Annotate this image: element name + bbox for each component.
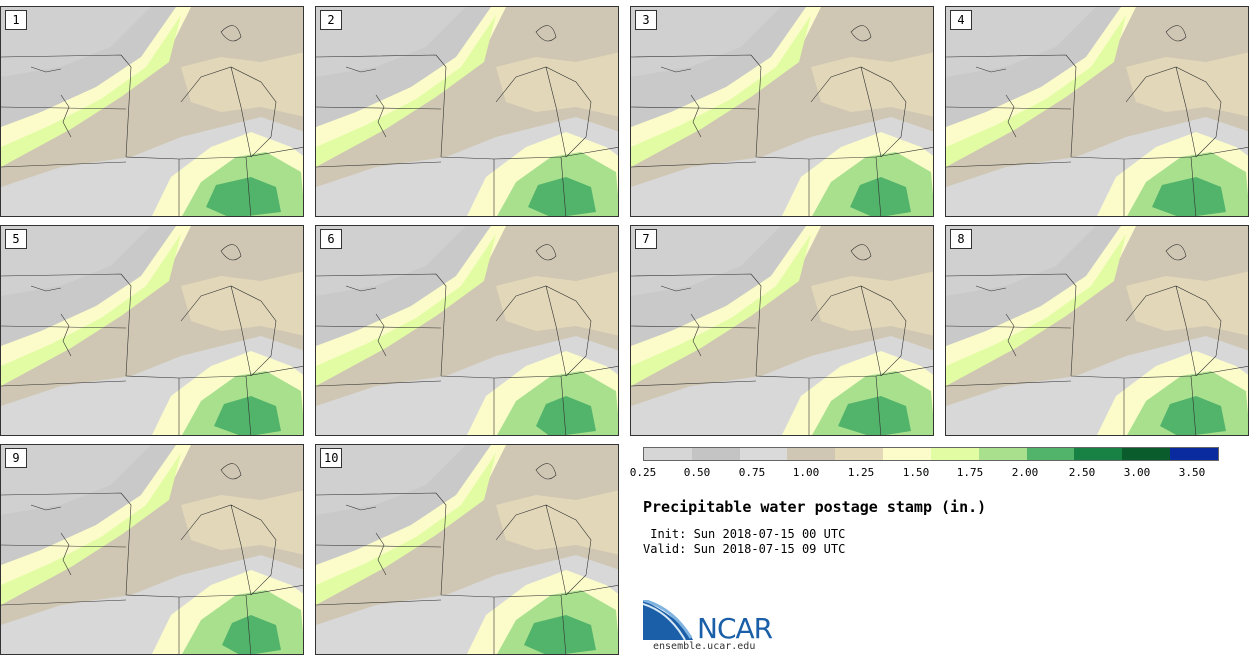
logo-text: NCAR bbox=[697, 612, 773, 645]
init-time: Init: Sun 2018-07-15 00 UTC bbox=[643, 527, 846, 541]
valid-time: Valid: Sun 2018-07-15 09 UTC bbox=[643, 542, 846, 556]
member-label: 8 bbox=[950, 229, 972, 249]
legend-tick-label: 0.75 bbox=[738, 466, 766, 479]
legend-swatch bbox=[691, 448, 740, 460]
pw-map bbox=[1, 7, 303, 216]
legend-swatch bbox=[835, 448, 884, 460]
legend-swatch bbox=[883, 448, 931, 460]
ensemble-member-panel: 9 bbox=[0, 444, 304, 655]
pw-map bbox=[1, 226, 303, 435]
member-label: 2 bbox=[320, 10, 342, 30]
legend-swatch bbox=[644, 448, 692, 460]
ensemble-member-panel: 5 bbox=[0, 225, 304, 436]
ensemble-member-panel: 1 bbox=[0, 6, 304, 217]
legend-swatch bbox=[739, 448, 788, 460]
pw-map bbox=[946, 7, 1248, 216]
member-label: 5 bbox=[5, 229, 27, 249]
pw-map bbox=[1, 445, 303, 654]
ensemble-member-panel: 6 bbox=[315, 225, 619, 436]
legend-swatch bbox=[787, 448, 836, 460]
pw-map bbox=[631, 7, 933, 216]
pw-map bbox=[316, 445, 618, 654]
legend-tick-label: 3.00 bbox=[1123, 466, 1151, 479]
legend-swatch bbox=[978, 448, 1027, 460]
ensemble-member-panel: 7 bbox=[630, 225, 934, 436]
legend-tick-label: 0.50 bbox=[683, 466, 711, 479]
legend-swatch bbox=[1122, 448, 1171, 460]
colorbar bbox=[643, 447, 1219, 461]
site-url[interactable]: ensemble.ucar.edu bbox=[653, 641, 756, 652]
member-label: 6 bbox=[320, 229, 342, 249]
member-label: 7 bbox=[635, 229, 657, 249]
pw-map bbox=[631, 226, 933, 435]
legend-swatch bbox=[1170, 448, 1218, 460]
legend-tick-label: 2.00 bbox=[1011, 466, 1039, 479]
map-title: Precipitable water postage stamp (in.) bbox=[643, 498, 987, 516]
member-label: 4 bbox=[950, 10, 972, 30]
member-label: 9 bbox=[5, 448, 27, 468]
member-label: 10 bbox=[320, 448, 343, 468]
legend-tick-label: 0.25 bbox=[629, 466, 657, 479]
ensemble-member-panel: 4 bbox=[945, 6, 1249, 217]
ensemble-member-panel: 8 bbox=[945, 225, 1249, 436]
legend-tick-label: 1.25 bbox=[847, 466, 875, 479]
legend-tick-label: 3.50 bbox=[1178, 466, 1206, 479]
legend-tick-label: 2.50 bbox=[1068, 466, 1096, 479]
ensemble-member-panel: 2 bbox=[315, 6, 619, 217]
legend-tick-label: 1.00 bbox=[792, 466, 820, 479]
ncar-logo-icon bbox=[643, 600, 693, 641]
ensemble-member-panel: 10 bbox=[315, 444, 619, 655]
pw-map bbox=[316, 226, 618, 435]
legend-swatch bbox=[1074, 448, 1123, 460]
legend-swatch bbox=[1026, 448, 1075, 460]
legend-tick-label: 1.75 bbox=[956, 466, 984, 479]
member-label: 1 bbox=[5, 10, 27, 30]
pw-map bbox=[316, 7, 618, 216]
legend-swatch bbox=[930, 448, 979, 460]
pw-map bbox=[946, 226, 1248, 435]
legend-tick-label: 1.50 bbox=[902, 466, 930, 479]
member-label: 3 bbox=[635, 10, 657, 30]
ensemble-member-panel: 3 bbox=[630, 6, 934, 217]
